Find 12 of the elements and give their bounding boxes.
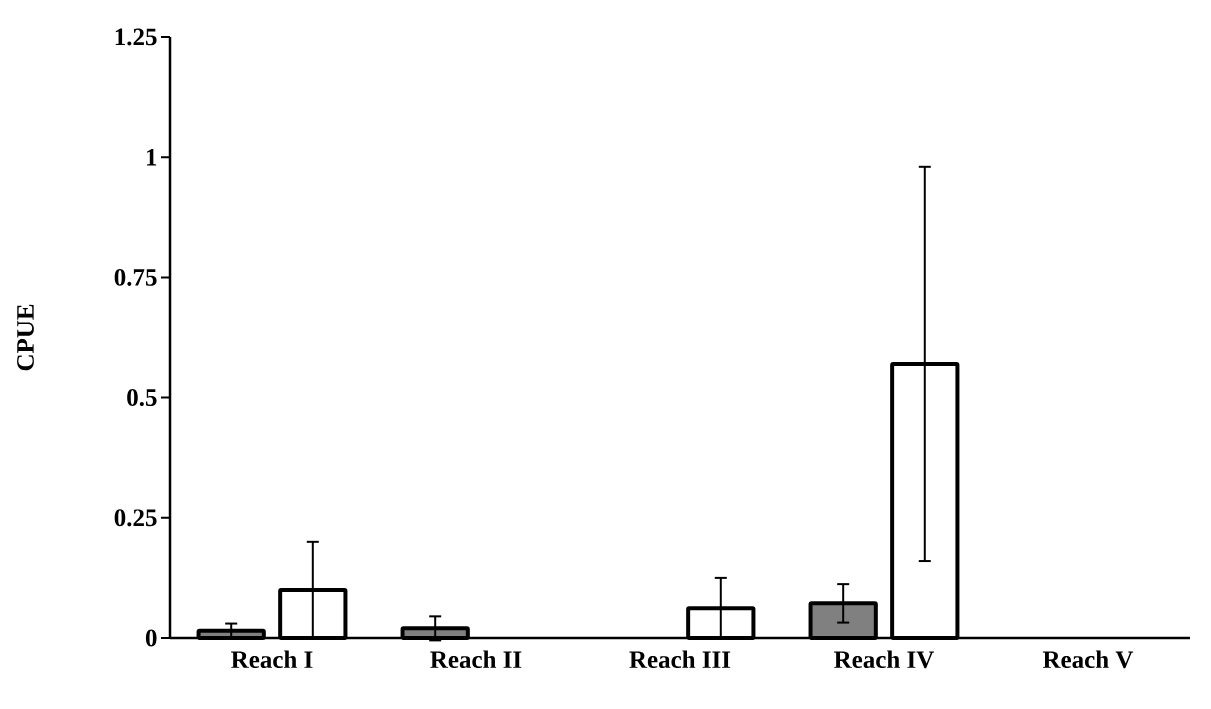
x-tick-label: Reach IV [834,650,935,669]
y-tick-label: 0.75 [114,268,157,286]
y-tick-label: 1.25 [115,28,157,46]
y-tick-label: 0 [145,629,157,647]
y-tick-label: 1 [146,148,157,166]
x-tick-label: Reach I [231,650,313,669]
y-tick-label: 0.5 [127,389,157,407]
y-tick-label: 0.25 [114,509,157,527]
x-tick-label: Reach III [629,650,731,669]
x-tick-label: Reach V [1042,650,1134,669]
x-tick-label: Reach II [430,650,522,669]
y-axis-title: CPUE [17,304,34,371]
